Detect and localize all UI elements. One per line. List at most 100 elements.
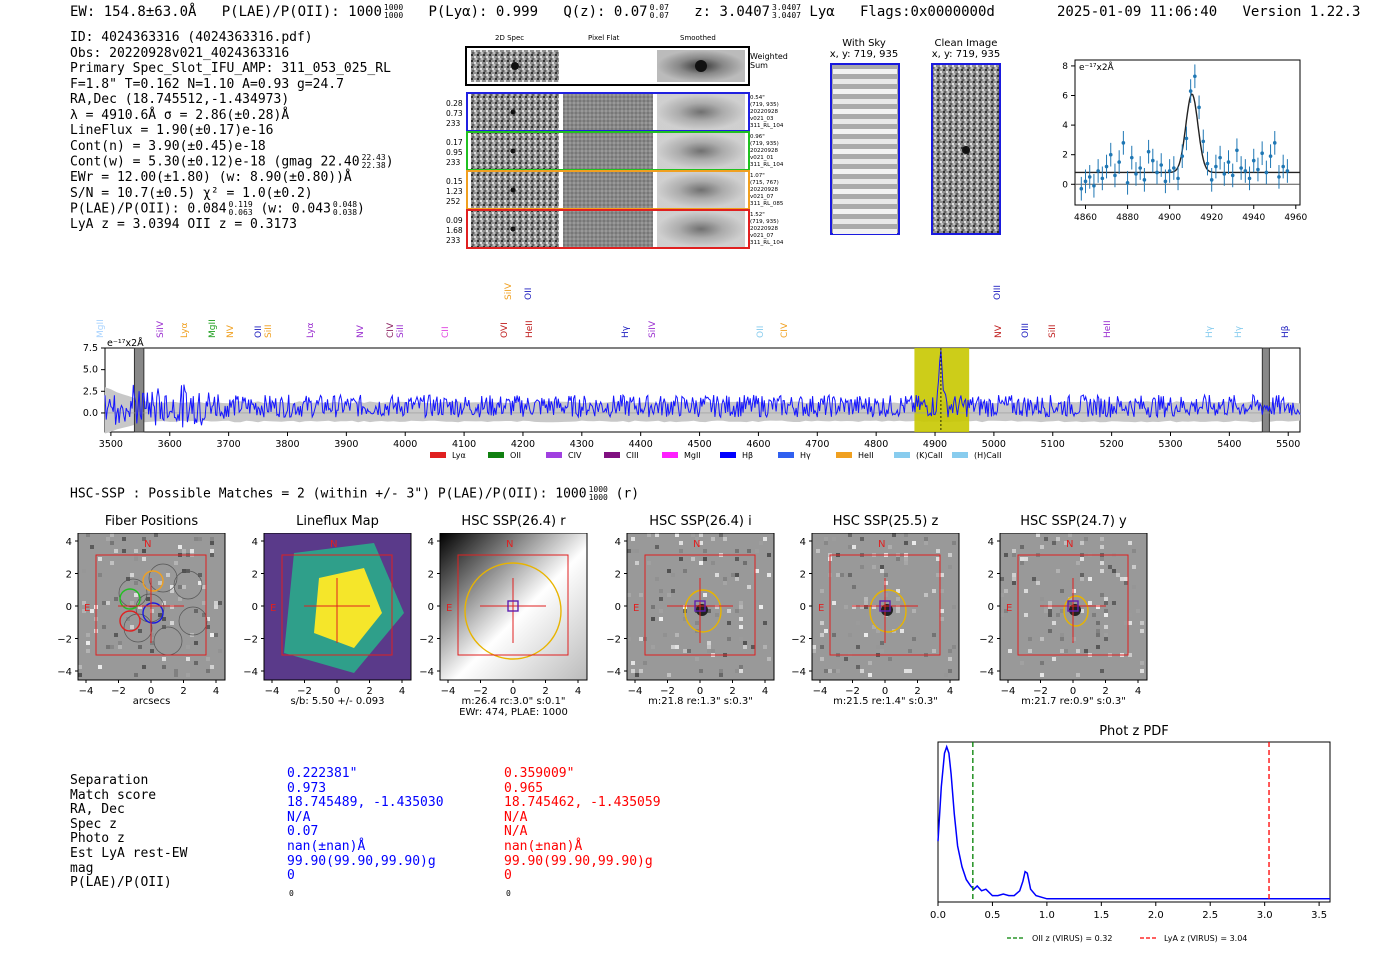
- noise-pixel: [703, 557, 707, 561]
- spectrum-line-label: Hγ: [621, 325, 631, 338]
- noise-pixel: [194, 661, 198, 665]
- zoom-point: [1205, 161, 1210, 166]
- fiber-circle: [173, 570, 203, 600]
- hsc-ytick-label: −4: [979, 667, 994, 678]
- zoom-point: [1226, 160, 1231, 164]
- hsc-panel-title: Fiber Positions: [104, 514, 199, 529]
- noise-pixel: [162, 617, 166, 621]
- noise-pixel: [848, 573, 852, 577]
- noise-pixel: [1036, 581, 1040, 585]
- noise-pixel: [218, 649, 222, 653]
- noise-pixel: [138, 629, 142, 633]
- noise-pixel: [687, 649, 691, 653]
- zoom-point: [1285, 169, 1290, 173]
- fiber-stat-value: 1.68: [446, 226, 463, 235]
- noise-pixel: [759, 605, 763, 609]
- info-lambda: λ = 4910.6Å σ = 2.86(±0.28)Å: [70, 107, 290, 123]
- noise-pixel: [1044, 533, 1048, 537]
- noise-pixel: [1080, 609, 1084, 613]
- hsc-xtick-label: 4: [399, 686, 405, 697]
- noise-pixel: [723, 581, 727, 585]
- spectrum-line-label: Lyα: [306, 322, 316, 338]
- noise-pixel: [723, 577, 727, 581]
- noise-pixel: [1104, 637, 1108, 641]
- noise-pixel: [880, 565, 884, 569]
- with-sky-xy: x, y: 719, 935: [829, 49, 899, 60]
- noise-pixel: [812, 645, 816, 649]
- noise-pixel: [872, 565, 876, 569]
- match-field-label: Separation: [70, 773, 149, 788]
- noise-pixel: [150, 633, 154, 637]
- match-marker: [1067, 600, 1079, 612]
- noise-pixel: [1056, 613, 1060, 617]
- noise-pixel: [186, 645, 190, 649]
- noise-pixel: [1000, 593, 1004, 597]
- noise-pixel: [118, 641, 122, 645]
- hsc-panel-1: N E 4 2 0 −2 −4 −4 −2 0 2 4: [243, 533, 412, 697]
- spectrum-legend-swatch: [836, 452, 852, 458]
- noise-pixel: [940, 573, 944, 577]
- noise-pixel: [174, 669, 178, 673]
- noise-pixel: [948, 553, 952, 557]
- fiber-spot: [510, 187, 516, 193]
- noise-pixel: [651, 617, 655, 621]
- zoom-point: [1256, 167, 1260, 172]
- hsc-ytick-label: 0: [800, 602, 806, 613]
- noise-pixel: [699, 561, 703, 565]
- match-sub: 0: [289, 889, 294, 899]
- spectrum-xtick-label: 5400: [1217, 439, 1241, 450]
- zoom-point: [1264, 170, 1269, 175]
- noise-pixel: [695, 537, 699, 541]
- spectrum-legend-swatch: [604, 452, 620, 458]
- sky-stripe: [833, 169, 897, 174]
- noise-pixel: [142, 557, 146, 561]
- noise-pixel: [114, 633, 118, 637]
- noise-pixel: [1040, 637, 1044, 641]
- spectrum-legend-swatch: [952, 452, 968, 458]
- fiber-meta-value: 311_RL_104: [750, 123, 784, 129]
- zoom-ytick-label: 2: [1062, 151, 1068, 161]
- spectrum-legend-swatch: [488, 452, 504, 458]
- fiber-box: [466, 209, 750, 249]
- hsc-ytick-label: 0: [615, 602, 621, 613]
- noise-pixel: [663, 633, 667, 637]
- noise-pixel: [763, 645, 767, 649]
- noise-pixel: [639, 669, 643, 673]
- north-label: N: [144, 539, 151, 550]
- noise-pixel: [214, 605, 218, 609]
- noise-pixel: [1104, 625, 1108, 629]
- hsc-ytick-label: 0: [428, 602, 434, 613]
- noise-pixel: [1112, 569, 1116, 573]
- zoom-point: [1113, 173, 1117, 178]
- spectrum-line-label: SiIV: [648, 320, 658, 338]
- noise-pixel: [952, 557, 956, 561]
- noise-pixel: [110, 645, 114, 649]
- noise-pixel: [1116, 573, 1120, 577]
- noise-pixel: [1080, 573, 1084, 577]
- noise-pixel: [912, 637, 916, 641]
- spectrum-line-label: NV: [356, 324, 366, 338]
- fiber-stat-value: 252: [446, 197, 461, 206]
- noise-pixel: [1060, 633, 1064, 637]
- match-value: 18.745489, -1.435030: [287, 795, 444, 811]
- noise-pixel: [824, 669, 828, 673]
- noise-pixel: [731, 573, 735, 577]
- spectrum-xtick-label: 4400: [629, 439, 653, 450]
- noise-pixel: [198, 581, 202, 585]
- noise-pixel: [848, 533, 852, 537]
- noise-pixel: [659, 597, 663, 601]
- noise-pixel: [198, 537, 202, 541]
- fiber-stats: 0.28 0.73 233: [446, 99, 463, 129]
- spectrum-legend-label: MgII: [684, 451, 701, 460]
- header-bar: EW: 154.8±63.0Å P(LAE)/P(OII): 1000 1000 1…: [70, 3, 995, 21]
- noise-pixel: [142, 665, 146, 669]
- noise-pixel: [86, 633, 90, 637]
- hsc-ytick-label: 4: [800, 537, 806, 548]
- fiber-meta-value: 1.52": [750, 212, 765, 218]
- header-qz-hi: 0.07: [649, 3, 669, 12]
- zoom-point: [1230, 173, 1235, 178]
- match-marker: [694, 600, 706, 612]
- noise-pixel: [110, 533, 114, 537]
- match-value: 0.359009": [504, 766, 575, 781]
- zoom-point: [1100, 176, 1105, 181]
